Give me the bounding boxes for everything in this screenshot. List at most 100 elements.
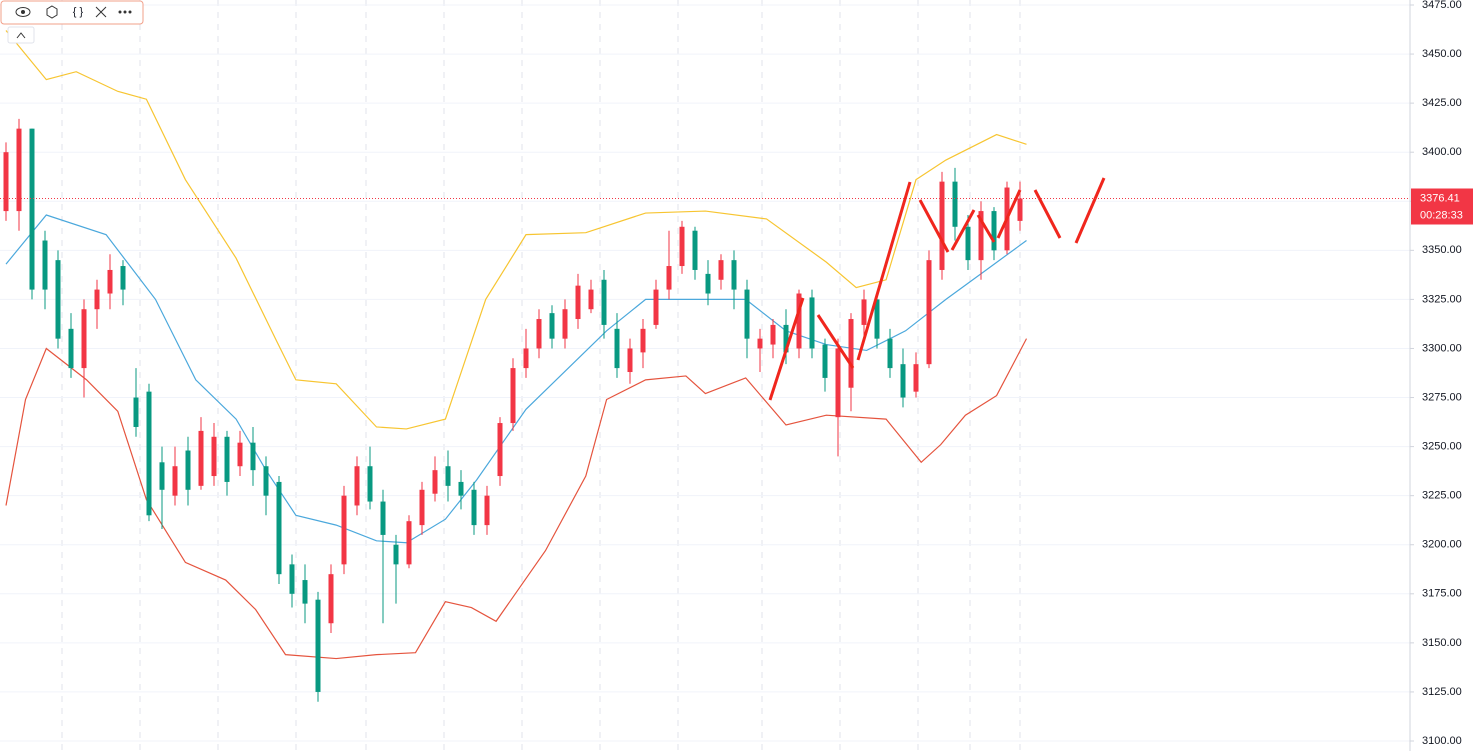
candle-body: [302, 580, 308, 604]
candle-body: [419, 489, 425, 526]
candle-body: [354, 466, 360, 506]
band-line: [5, 338, 1028, 660]
candle-body: [263, 466, 269, 496]
y-tick-label: 3275.00: [1422, 391, 1462, 403]
candle-body: [822, 344, 828, 378]
candle-body: [926, 260, 932, 365]
y-tick-label: 3325.00: [1422, 293, 1462, 305]
candle-body: [393, 544, 399, 565]
candle-body: [757, 338, 763, 349]
candle-body: [952, 181, 958, 227]
candle-body: [484, 495, 490, 526]
y-tick-label: 3475.00: [1422, 0, 1462, 11]
candle-body: [198, 430, 204, 486]
candles: [3, 118, 1023, 702]
candle-body: [874, 299, 880, 339]
y-tick-label: 3350.00: [1422, 244, 1462, 256]
candle-body: [965, 226, 971, 261]
candle-body: [133, 397, 139, 427]
candle-body: [120, 266, 126, 290]
candle-body: [536, 319, 542, 349]
candle-body: [3, 152, 9, 212]
candle-body: [809, 297, 815, 349]
candle-body: [289, 564, 295, 594]
settings-icon[interactable]: [46, 5, 58, 19]
candle-body: [276, 481, 282, 575]
more-icon[interactable]: [118, 10, 132, 14]
y-tick-label: 3225.00: [1422, 490, 1462, 502]
candle-body: [640, 328, 646, 353]
candle-body: [601, 279, 607, 325]
y-tick-label: 3425.00: [1422, 97, 1462, 109]
candle-body: [653, 289, 659, 325]
candle-body: [861, 299, 867, 325]
candle-body: [380, 501, 386, 535]
y-tick-label: 3200.00: [1422, 539, 1462, 551]
candle-body: [887, 338, 893, 369]
candle-body: [627, 348, 633, 373]
collapse-icon: [16, 32, 26, 39]
candle-body: [159, 462, 165, 490]
candle-body: [991, 211, 997, 251]
candle-body: [458, 481, 464, 496]
candle-body: [939, 181, 945, 270]
candle-body: [55, 260, 61, 339]
candle-body: [16, 128, 22, 212]
last-price-label: 3376.41: [1420, 192, 1460, 204]
candle-body: [94, 289, 100, 310]
candle-body: [848, 319, 854, 388]
eye-pupil: [21, 10, 25, 14]
candle-body: [185, 450, 191, 490]
candle-body: [1017, 198, 1023, 221]
candle-body: [211, 436, 217, 477]
candle-body: [978, 211, 984, 261]
y-tick-label: 3300.00: [1422, 342, 1462, 354]
close-icon[interactable]: [95, 6, 107, 18]
candle-body: [510, 368, 516, 424]
candle-body: [900, 364, 906, 398]
candle-body: [172, 466, 178, 496]
grid: [0, 4, 1410, 742]
candle-body: [471, 489, 477, 526]
collapse-button[interactable]: [7, 26, 35, 44]
candle-body: [107, 269, 113, 294]
last-price-box: [1411, 188, 1473, 225]
candle-body: [146, 391, 152, 516]
y-tick-label: 3100.00: [1422, 735, 1462, 747]
y-tick-label: 3250.00: [1422, 441, 1462, 453]
candle-body: [588, 289, 594, 310]
y-tick-label: 3400.00: [1422, 146, 1462, 158]
candle-body: [575, 285, 581, 320]
candle-body: [562, 309, 568, 339]
candle-body: [523, 348, 529, 369]
candle-body: [549, 313, 555, 339]
y-tick-label: 3175.00: [1422, 588, 1462, 600]
candle-body: [81, 309, 87, 369]
y-tick-label: 3125.00: [1422, 686, 1462, 698]
candle-body: [224, 436, 230, 482]
candle-body: [913, 364, 919, 392]
y-tick-label: 3450.00: [1422, 48, 1462, 60]
candle-body: [679, 226, 685, 267]
toolbar-box: [0, 0, 144, 25]
candle-body: [250, 442, 256, 471]
candle-body: [731, 260, 737, 290]
candle-body: [666, 266, 672, 290]
toolbar[interactable]: { }: [0, 0, 144, 44]
candle-body: [783, 324, 789, 353]
eye-icon[interactable]: [15, 7, 31, 17]
candle-body: [237, 442, 243, 467]
code-icon[interactable]: { }: [73, 6, 84, 18]
arrows: [768, 177, 1106, 401]
candle-body: [692, 230, 698, 270]
candle-body: [770, 324, 776, 345]
candle-body: [835, 348, 841, 418]
countdown-label: 00:28:33: [1420, 209, 1463, 221]
candle-body: [315, 599, 321, 692]
y-tick-label: 3150.00: [1422, 637, 1462, 649]
candle-body: [744, 289, 750, 339]
candle-body: [497, 423, 503, 477]
candle-body: [718, 260, 724, 280]
